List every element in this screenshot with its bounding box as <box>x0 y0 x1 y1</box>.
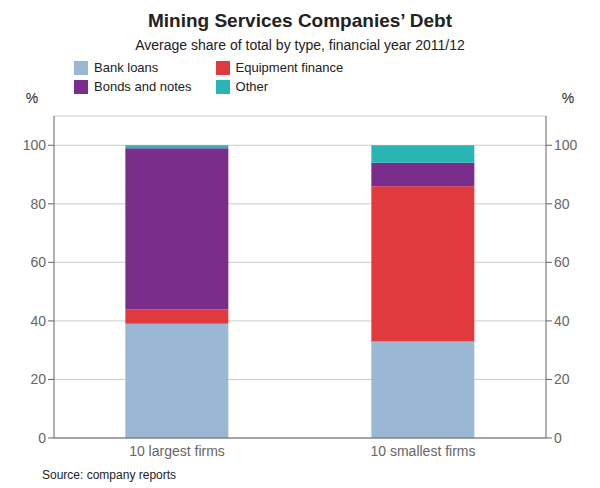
html-text:Average share of total by type: Average share of total by type, financia… <box>135 37 465 53</box>
html-text:Source: company reports: Source: company reports <box>42 468 177 482</box>
svg-text:0: 0 <box>554 430 562 446</box>
svg-text:80: 80 <box>554 196 570 212</box>
svg-text:80: 80 <box>30 196 46 212</box>
svg-text:40: 40 <box>30 313 46 329</box>
svg-text:60: 60 <box>554 254 570 270</box>
svg-text:0: 0 <box>38 430 46 446</box>
html-text:Bank loans: Bank loans <box>94 60 159 75</box>
svg-text:10 smallest firms: 10 smallest firms <box>370 443 475 459</box>
svg-text:20: 20 <box>554 371 570 387</box>
html-text:Bonds and notes: Bonds and notes <box>94 79 192 94</box>
html-text:Other: Other <box>235 79 269 94</box>
html-text:Equipment finance: Equipment finance <box>235 60 344 75</box>
svg-text:100: 100 <box>23 137 47 153</box>
svg-text:10 largest firms: 10 largest firms <box>129 443 225 459</box>
svg-text:100: 100 <box>554 137 578 153</box>
svg-text:40: 40 <box>554 313 570 329</box>
svg-text:20: 20 <box>30 371 46 387</box>
html-text:Mining Services Companies’ Deb: Mining Services Companies’ Debt <box>148 10 452 31</box>
svg-text:60: 60 <box>30 254 46 270</box>
